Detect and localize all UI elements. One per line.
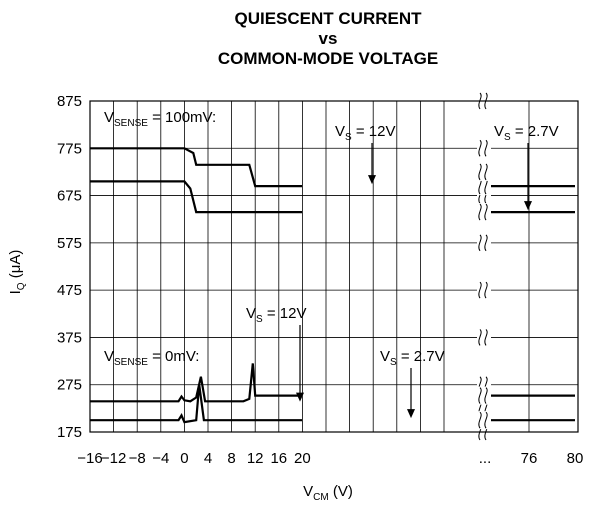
annotation-sub: S	[256, 314, 263, 325]
x-axis-label-unit: (V)	[329, 483, 353, 500]
annotation-rest: = 12V	[352, 123, 396, 140]
annotation-vs12_bot: VS = 12V	[246, 305, 306, 325]
x-tick-label: 76	[521, 450, 538, 467]
break-squiggle	[478, 203, 482, 221]
annotation-sub: S	[345, 132, 352, 143]
series-line-1	[90, 147, 575, 188]
x-tick-label: 0	[180, 450, 188, 467]
annotation-rest: = 2.7V	[397, 348, 445, 365]
break-squiggle	[478, 329, 482, 346]
break-squiggle	[484, 329, 488, 346]
break-squiggle	[478, 387, 482, 404]
grid	[90, 101, 578, 432]
x-axis-label: VCM (V)	[303, 483, 353, 503]
x-tick-label: 20	[294, 450, 311, 467]
y-tick-label: 775	[57, 140, 82, 157]
break-squiggle	[484, 234, 488, 252]
chart-title-line-2: vs	[319, 29, 338, 48]
y-axis-label-sub: Q	[16, 282, 27, 290]
break-squiggle	[478, 234, 482, 252]
break-squiggle	[484, 163, 488, 181]
break-squiggle	[478, 139, 482, 157]
plot-frame	[89, 100, 579, 433]
arrow-vs12-bot-head	[296, 392, 304, 402]
chart-title-line-3: COMMON-MODE VOLTAGE	[218, 49, 438, 68]
annotation-vsense100: VSENSE = 100mV:	[104, 109, 216, 129]
annotation-sub: S	[390, 357, 397, 368]
axis-break-marks	[477, 92, 491, 441]
break-squiggle	[484, 203, 488, 221]
annotation-vsense0: VSENSE = 0mV:	[104, 348, 199, 368]
break-squiggle	[484, 281, 488, 299]
break-squiggle	[484, 92, 488, 110]
series-line-3	[90, 363, 575, 403]
break-squiggle	[478, 411, 482, 429]
annotation-main: V	[380, 348, 390, 365]
x-tick-label: 12	[247, 450, 264, 467]
x-tick-label: −16	[77, 450, 102, 467]
x-tick-label: −8	[129, 450, 146, 467]
arrow-vs27-bot-head	[407, 409, 415, 419]
series-group	[90, 147, 575, 424]
annotation-rest: = 0mV:	[148, 348, 200, 365]
series-line-4	[90, 384, 575, 424]
annotation-vs12_top: VS = 12V	[335, 123, 395, 143]
annotation-sub: S	[504, 132, 511, 143]
chart-title-line-1: QUIESCENT CURRENT	[234, 9, 422, 28]
y-tick-label: 475	[57, 282, 82, 299]
break-squiggle	[478, 281, 482, 299]
x-axis-label-sub: CM	[313, 492, 329, 503]
annotation-sub: SENSE	[114, 357, 148, 368]
annotation-rest: = 12V	[263, 305, 307, 322]
break-squiggle	[484, 387, 488, 404]
annotation-vs27_top: VS = 2.7V	[494, 123, 559, 143]
y-axis-label-main: I	[7, 290, 24, 294]
y-tick-label: 275	[57, 377, 82, 394]
annotation-vs27_bot: VS = 2.7V	[380, 348, 445, 368]
annotation-main: V	[104, 109, 114, 126]
annotation-sub: SENSE	[114, 118, 148, 129]
y-axis-label: IQ (μA)	[7, 250, 27, 295]
x-tick-label: ...	[479, 450, 492, 467]
annotation-main: V	[246, 305, 256, 322]
x-tick-label: 80	[567, 450, 584, 467]
y-tick-label: 575	[57, 235, 82, 252]
series-line-2	[90, 180, 575, 214]
annotation-main: V	[104, 348, 114, 365]
y-tick-label: 375	[57, 329, 82, 346]
break-squiggle	[484, 411, 488, 429]
break-squiggle	[484, 139, 488, 157]
arrow-vs12-top-head	[368, 175, 376, 185]
break-squiggle	[478, 92, 482, 110]
x-tick-label: −12	[101, 450, 126, 467]
annotation-rest: = 100mV:	[148, 109, 216, 126]
x-tick-labels: −16−12 −8 −4 0 4 8 12 16 20... 76 80	[77, 450, 583, 467]
x-tick-label: −4	[152, 450, 169, 467]
break-squiggle	[478, 163, 482, 181]
y-tick-label: 875	[57, 93, 82, 110]
x-tick-label: 8	[227, 450, 235, 467]
x-tick-label: 4	[204, 450, 212, 467]
y-tick-label: 675	[57, 188, 82, 205]
annotation-rest: = 2.7V	[511, 123, 559, 140]
x-axis-label-main: V	[303, 483, 313, 500]
x-tick-label: 16	[270, 450, 287, 467]
annotation-main: V	[494, 123, 504, 140]
arrow-vs27-top-head	[524, 201, 532, 211]
y-axis-label-unit: (μA)	[7, 250, 24, 283]
y-tick-label: 175	[57, 424, 82, 441]
y-tick-labels: 175 275 375 475 575 675 775 875	[57, 93, 82, 441]
annotation-main: V	[335, 123, 345, 140]
